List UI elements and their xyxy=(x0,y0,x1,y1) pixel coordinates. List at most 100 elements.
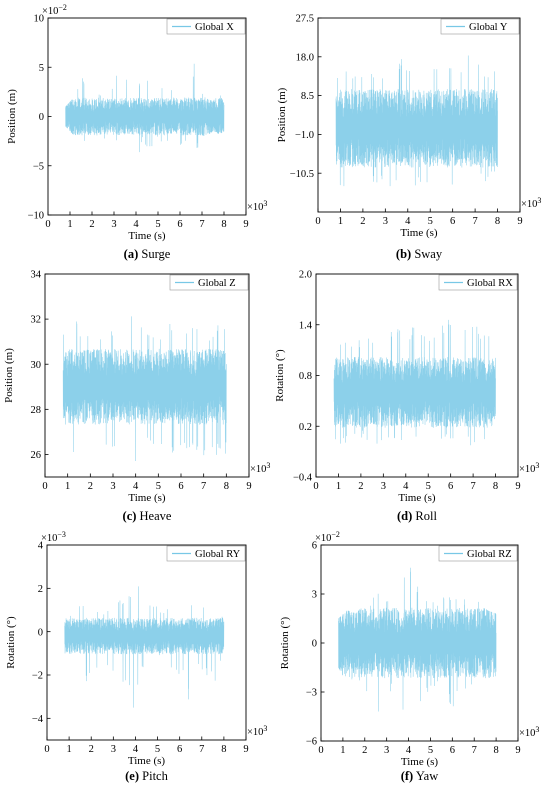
x-multiplier: ×103 xyxy=(250,461,270,475)
y-tick-label: 3 xyxy=(312,590,317,601)
legend-box xyxy=(166,545,246,562)
panel-d: 0 1 2 3 4 5 6 7 8 9 −0.4 0.2 0.8 1.4 2.0 Time (s) Rotati… xyxy=(274,270,539,504)
x-tick-label: 4 xyxy=(133,219,139,230)
legend-label: Global Y xyxy=(469,22,508,33)
plot-frame xyxy=(44,273,250,478)
x-tick-label: 0 xyxy=(315,216,320,227)
x-axis-label: Time (s) xyxy=(398,492,436,504)
legend: Global RX xyxy=(438,274,518,291)
y-tick-label: −6 xyxy=(306,737,317,748)
y-tick-label: 28 xyxy=(31,405,42,416)
x-tick-label: 2 xyxy=(362,745,367,756)
x-tick-label: 9 xyxy=(515,745,520,756)
y-tick-label: 34 xyxy=(31,270,42,281)
legend-box xyxy=(169,274,249,291)
x-tick-label: 9 xyxy=(243,744,248,755)
x-tick-label: 7 xyxy=(472,745,477,756)
y-tick-label: 4 xyxy=(38,541,44,552)
x-multiplier-exponent: 3 xyxy=(535,461,539,470)
x-tick-label: 7 xyxy=(470,481,475,492)
x-tick-label: 6 xyxy=(177,219,182,230)
legend-box xyxy=(166,18,246,35)
y-tick-label: 6 xyxy=(312,541,317,552)
y-tick-label: 0.8 xyxy=(299,371,312,382)
y-tick-label: 32 xyxy=(31,315,42,326)
y-axis-label: Rotation (°) xyxy=(5,616,17,669)
panel-a: 0 1 2 3 4 5 6 7 8 9 −10 −5 0 5 10 Time (s) Position (m) ×… xyxy=(6,3,267,242)
legend-label: Global RX xyxy=(467,278,513,289)
x-tick-label: 7 xyxy=(199,219,204,230)
series-line-global-ry xyxy=(64,586,225,708)
caption-f: (f) Yaw xyxy=(401,769,439,783)
x-multiplier: ×103 xyxy=(519,725,539,739)
panel-f: 0 1 2 3 4 5 6 7 8 9 −6 −3 0 3 6 Time (s) Rotation (°) ×10… xyxy=(279,530,539,768)
series-line-global-rx xyxy=(333,319,496,446)
plot-frame xyxy=(317,17,521,213)
y-multiplier-base: ×10 xyxy=(41,533,57,544)
x-tick-label: 6 xyxy=(448,481,453,492)
x-tick-label: 5 xyxy=(428,216,433,227)
caption-letter: (e) xyxy=(125,769,139,783)
x-tick-label: 7 xyxy=(201,481,206,492)
x-tick-label: 3 xyxy=(110,481,115,492)
x-tick-label: 0 xyxy=(45,219,50,230)
caption-letter: (b) xyxy=(396,247,411,261)
legend-label: Global RZ xyxy=(467,549,512,560)
caption-c: (c) Heave xyxy=(123,509,172,523)
x-multiplier-exponent: 3 xyxy=(263,724,267,733)
x-multiplier-base: ×10 xyxy=(247,727,263,738)
x-multiplier-base: ×10 xyxy=(250,464,266,475)
series-line-global-x xyxy=(65,63,225,153)
y-axis-label: Rotation (°) xyxy=(274,349,286,402)
x-tick-label: 0 xyxy=(318,745,323,756)
y-multiplier-exponent: −2 xyxy=(331,530,340,539)
legend: Global RY xyxy=(166,545,246,562)
x-tick-label: 2 xyxy=(89,219,94,230)
x-tick-label: 9 xyxy=(243,219,248,230)
caption-letter: (f) xyxy=(401,769,414,783)
y-tick-label: 2.0 xyxy=(299,270,312,281)
x-multiplier: ×103 xyxy=(519,461,539,475)
caption-text: Heave xyxy=(136,509,171,523)
legend-box xyxy=(438,545,518,562)
x-tick-label: 1 xyxy=(336,481,341,492)
x-multiplier-exponent: 3 xyxy=(537,196,541,205)
legend: Global RZ xyxy=(438,545,518,562)
x-tick-label: 8 xyxy=(221,744,226,755)
x-axis-label: Time (s) xyxy=(128,492,166,504)
x-tick-label: 1 xyxy=(338,216,343,227)
x-tick-label: 6 xyxy=(450,745,455,756)
x-tick-label: 5 xyxy=(155,219,160,230)
x-tick-label: 3 xyxy=(111,744,116,755)
y-multiplier-exponent: −2 xyxy=(58,3,67,12)
y-axis-label: Position (m) xyxy=(276,87,288,142)
x-tick-label: 5 xyxy=(155,744,160,755)
x-tick-label: 1 xyxy=(65,481,70,492)
x-multiplier-base: ×10 xyxy=(519,728,535,739)
x-tick-label: 1 xyxy=(67,219,72,230)
legend-box xyxy=(440,18,520,35)
x-axis-label: Time (s) xyxy=(128,755,166,767)
x-tick-label: 5 xyxy=(156,481,161,492)
y-tick-label: 30 xyxy=(31,360,42,371)
y-tick-label: 5 xyxy=(39,63,44,74)
y-tick-label: −0.4 xyxy=(293,473,313,484)
caption-text: Yaw xyxy=(413,769,438,783)
y-tick-label: 0.2 xyxy=(299,422,312,433)
x-tick-label: 4 xyxy=(133,744,139,755)
y-axis-label: Rotation (°) xyxy=(279,616,291,669)
x-tick-label: 3 xyxy=(381,481,386,492)
x-multiplier-base: ×10 xyxy=(519,464,535,475)
x-multiplier-base: ×10 xyxy=(247,202,263,213)
y-tick-label: 8.5 xyxy=(301,91,314,102)
caption-text: Sway xyxy=(411,247,443,261)
x-tick-label: 4 xyxy=(406,745,412,756)
caption-b: (b) Sway xyxy=(396,247,443,261)
x-tick-label: 0 xyxy=(313,481,318,492)
x-tick-label: 4 xyxy=(133,481,139,492)
caption-letter: (c) xyxy=(123,509,137,523)
y-tick-label: −3 xyxy=(306,688,317,699)
x-tick-label: 2 xyxy=(360,216,365,227)
